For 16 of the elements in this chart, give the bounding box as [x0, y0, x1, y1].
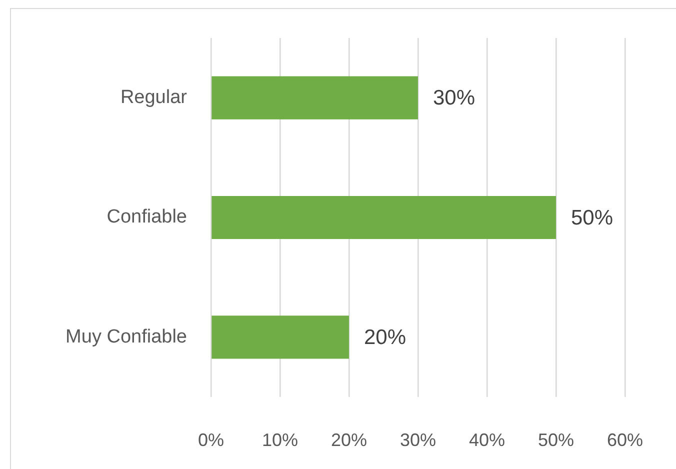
x-tick-label: 20% — [330, 430, 368, 450]
bar — [212, 196, 556, 240]
x-tick-label: 40% — [468, 430, 506, 450]
x-tick-label: 10% — [262, 430, 298, 450]
y-tick-label: Muy Confiable — [66, 326, 187, 348]
data-label: 20% — [364, 326, 406, 349]
x-tick-label: 30% — [400, 430, 436, 450]
data-label: 30% — [432, 86, 476, 110]
x-tick-label: 0% — [198, 430, 224, 450]
y-tick-label: Regular — [120, 87, 188, 108]
y-tick-label: Confiable — [106, 206, 187, 228]
x-tick-label: 60% — [606, 430, 643, 450]
bar — [212, 76, 418, 120]
x-tick-label: 50% — [538, 430, 574, 450]
bar — [212, 316, 349, 359]
data-label: 50% — [570, 206, 614, 230]
